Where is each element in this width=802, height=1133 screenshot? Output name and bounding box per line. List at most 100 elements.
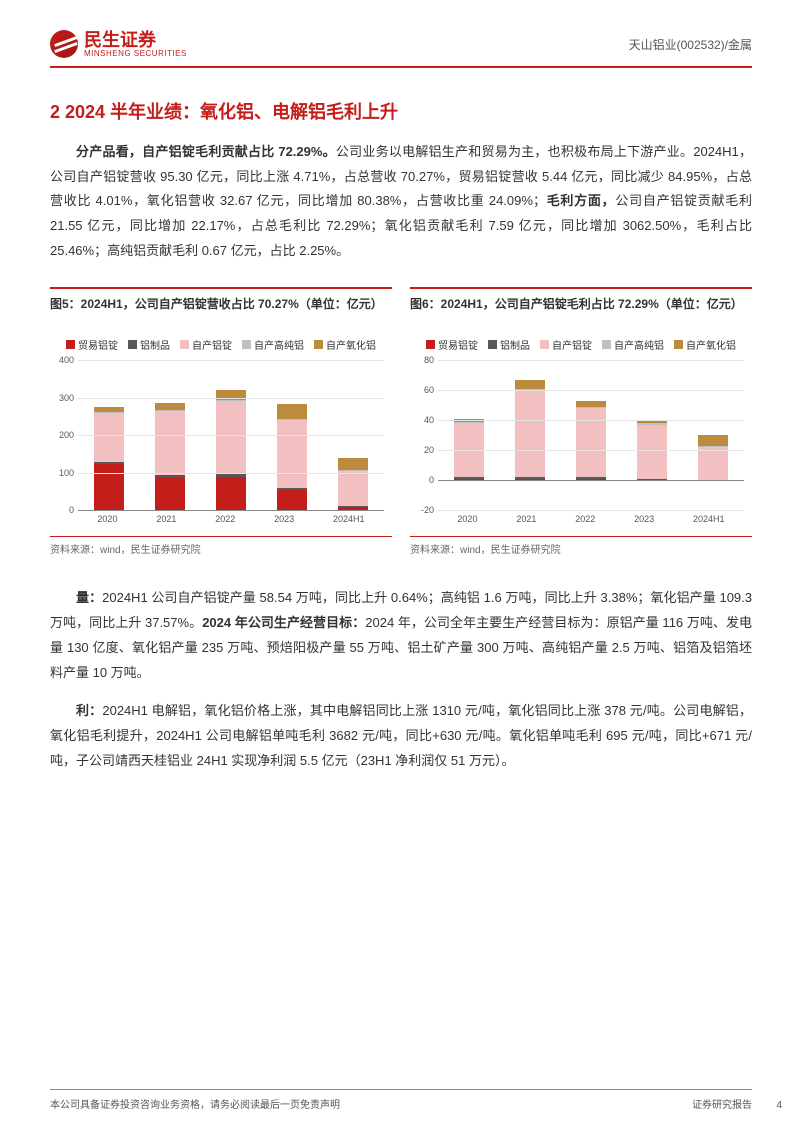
bar-segment bbox=[216, 474, 246, 476]
gridline bbox=[438, 510, 744, 511]
bar-group bbox=[576, 360, 606, 510]
y-tick-label: 0 bbox=[429, 475, 434, 485]
x-tick-label: 2022 bbox=[575, 514, 595, 524]
chart5-block: 图5：2024H1，公司自产铝锭营收占比 70.27%（单位：亿元） 贸易铝锭 铝… bbox=[50, 287, 392, 556]
bar-segment bbox=[94, 464, 124, 511]
legend-item: 贸易铝锭 bbox=[426, 337, 478, 352]
y-tick-label: -20 bbox=[421, 505, 434, 515]
bar-segment bbox=[277, 404, 307, 419]
bar-segment bbox=[698, 447, 728, 479]
legend-swatch bbox=[426, 340, 435, 349]
legend-item: 铝制品 bbox=[128, 337, 170, 352]
chart5-title: 图5：2024H1，公司自产铝锭营收占比 70.27%（单位：亿元） bbox=[50, 287, 392, 331]
y-tick-label: 400 bbox=[59, 355, 74, 365]
chart5-area: 贸易铝锭铝制品自产铝锭自产高纯铝自产氧化铝 0100200300400 2020… bbox=[50, 337, 392, 537]
logo-text-cn: 民生证券 bbox=[84, 31, 187, 49]
bar-segment bbox=[576, 408, 606, 477]
section-title: 2 2024 半年业绩：氧化铝、电解铝毛利上升 bbox=[50, 98, 752, 124]
legend-item: 自产高纯铝 bbox=[602, 337, 664, 352]
bar-segment bbox=[338, 458, 368, 470]
legend-swatch bbox=[180, 340, 189, 349]
bar-segment bbox=[698, 435, 728, 446]
chart6-title: 图6：2024H1，公司自产铝锭毛利占比 72.29%（单位：亿元） bbox=[410, 287, 752, 331]
legend-swatch bbox=[314, 340, 323, 349]
legend-swatch bbox=[242, 340, 251, 349]
p3-text1: 2024H1 电解铝，氧化铝价格上涨，其中电解铝同比上涨 1310 元/吨，氧化… bbox=[50, 703, 752, 767]
bar-group bbox=[515, 360, 545, 510]
gridline bbox=[438, 360, 744, 361]
chart6-legend: 贸易铝锭铝制品自产铝锭自产高纯铝自产氧化铝 bbox=[410, 337, 752, 352]
chart5-source: 资料来源：wind，民生证券研究院 bbox=[50, 541, 392, 556]
legend-label: 自产氧化铝 bbox=[326, 337, 376, 352]
baseline bbox=[78, 510, 384, 511]
footer: 本公司具备证券投资咨询业务资格，请务必阅读最后一页免责声明 证券研究报告 bbox=[50, 1089, 752, 1111]
page-number: 4 bbox=[776, 1100, 782, 1111]
chart6-area: 贸易铝锭铝制品自产铝锭自产高纯铝自产氧化铝 -20020406080 20202… bbox=[410, 337, 752, 537]
legend-label: 自产高纯铝 bbox=[614, 337, 664, 352]
chart6-block: 图6：2024H1，公司自产铝锭毛利占比 72.29%（单位：亿元） 贸易铝锭 铝… bbox=[410, 287, 752, 556]
chart5-yaxis: 0100200300400 bbox=[50, 360, 74, 510]
legend-item: 贸易铝锭 bbox=[66, 337, 118, 352]
legend-swatch bbox=[488, 340, 497, 349]
logo-area: 民生证券 MINSHENG SECURITIES bbox=[50, 30, 187, 58]
legend-label: 铝制品 bbox=[500, 337, 530, 352]
header-right: 天山铝业(002532)/金属 bbox=[629, 36, 752, 53]
bar-segment bbox=[338, 506, 368, 507]
chart5-xlabels: 20202021202220232024H1 bbox=[78, 514, 384, 524]
y-tick-label: 40 bbox=[424, 415, 434, 425]
bar-segment bbox=[94, 407, 124, 412]
bar-segment bbox=[94, 412, 124, 413]
bar-segment bbox=[454, 477, 484, 479]
footer-right: 证券研究报告 bbox=[692, 1096, 752, 1111]
footer-left: 本公司具备证券投资咨询业务资格，请务必阅读最后一页免责声明 bbox=[50, 1096, 340, 1111]
x-tick-label: 2023 bbox=[274, 514, 294, 524]
x-tick-label: 2020 bbox=[97, 514, 117, 524]
gridline bbox=[78, 435, 384, 436]
gridline bbox=[78, 360, 384, 361]
x-tick-label: 2022 bbox=[215, 514, 235, 524]
y-tick-label: 300 bbox=[59, 393, 74, 403]
legend-label: 自产高纯铝 bbox=[254, 337, 304, 352]
x-tick-label: 2024H1 bbox=[693, 514, 725, 524]
y-tick-label: 60 bbox=[424, 385, 434, 395]
y-tick-label: 0 bbox=[69, 505, 74, 515]
x-tick-label: 2020 bbox=[457, 514, 477, 524]
gridline bbox=[438, 420, 744, 421]
y-tick-label: 200 bbox=[59, 430, 74, 440]
bar-group bbox=[698, 360, 728, 510]
p1-bold2: 毛利方面， bbox=[546, 193, 615, 208]
chart6-bars bbox=[438, 360, 744, 510]
gridline bbox=[78, 398, 384, 399]
bar-segment bbox=[216, 477, 246, 511]
legend-label: 自产铝锭 bbox=[192, 337, 232, 352]
bar-segment bbox=[515, 380, 545, 389]
bar-segment bbox=[277, 419, 307, 420]
bar-segment bbox=[698, 446, 728, 447]
bar-segment bbox=[515, 390, 545, 477]
legend-swatch bbox=[128, 340, 137, 349]
bar-group bbox=[637, 360, 667, 510]
bar-segment bbox=[277, 490, 307, 511]
p2-bold2: 2024 年公司生产经营目标： bbox=[202, 615, 365, 630]
legend-swatch bbox=[66, 340, 75, 349]
legend-label: 铝制品 bbox=[140, 337, 170, 352]
x-tick-label: 2023 bbox=[634, 514, 654, 524]
legend-item: 自产高纯铝 bbox=[242, 337, 304, 352]
paragraph-3: 利：2024H1 电解铝，氧化铝价格上涨，其中电解铝同比上涨 1310 元/吨，… bbox=[50, 699, 752, 773]
logo-text-en: MINSHENG SECURITIES bbox=[84, 49, 187, 58]
bar-segment bbox=[637, 423, 667, 425]
bar-segment bbox=[576, 407, 606, 409]
x-tick-label: 2024H1 bbox=[333, 514, 365, 524]
chart6-plot: -20020406080 bbox=[438, 360, 744, 510]
bar-segment bbox=[216, 401, 246, 474]
y-tick-label: 80 bbox=[424, 355, 434, 365]
p1-bold1: 分产品看，自产铝锭毛利贡献占比 72.29%。 bbox=[76, 144, 336, 159]
bar-group bbox=[454, 360, 484, 510]
p2-bold1: 量： bbox=[76, 590, 102, 605]
bar-segment bbox=[576, 401, 606, 407]
bar-segment bbox=[277, 488, 307, 490]
legend-item: 自产铝锭 bbox=[540, 337, 592, 352]
baseline bbox=[438, 480, 744, 481]
legend-label: 贸易铝锭 bbox=[78, 337, 118, 352]
bar-segment bbox=[515, 477, 545, 479]
